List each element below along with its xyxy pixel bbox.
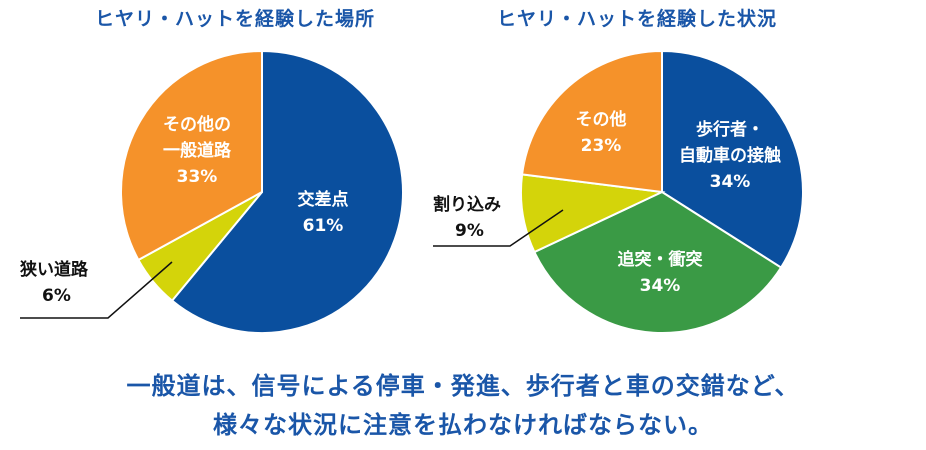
- pie-1-label-1: 追突・衝突 34%: [618, 249, 703, 296]
- pie-1-slice-3: [520, 49, 663, 194]
- pie-0-label-1: 狭い道路 6%: [19, 259, 89, 306]
- pie-0-leader-1: [20, 261, 173, 319]
- pie-0-slice-2: [120, 49, 263, 262]
- chart-title-situation: ヒヤリ・ハットを経験した状況: [497, 8, 778, 30]
- pie-0-slice-0: [170, 49, 404, 334]
- caption-line-1: 一般道は、信号による停車・発進、歩行者と車の交錯など、: [126, 372, 800, 400]
- pie-1-label-0: 歩行者・自動車の接触 34%: [679, 119, 781, 192]
- pie-1-slice-2: [519, 173, 666, 254]
- pie-1-slice-1: [533, 190, 783, 334]
- pie-0-label-2: その他の一般道路 33%: [163, 114, 232, 187]
- pie-1-label-3: その他 23%: [576, 109, 627, 156]
- pie-0-label-0: 交差点 61%: [298, 189, 349, 236]
- pie-1-label-2: 割り込み 9%: [433, 194, 501, 241]
- caption-line-2: 様々な状況に注意を払わなければならない。: [213, 411, 713, 439]
- chart-title-location: ヒヤリ・ハットを経験した場所: [95, 8, 376, 30]
- pie-charts: 交差点 61% 狭い道路 6% その他の一般道路 33% 歩行者・自動車の接触 34% 追突・衝…: [19, 49, 804, 334]
- pie-1-leader-2: [433, 209, 564, 247]
